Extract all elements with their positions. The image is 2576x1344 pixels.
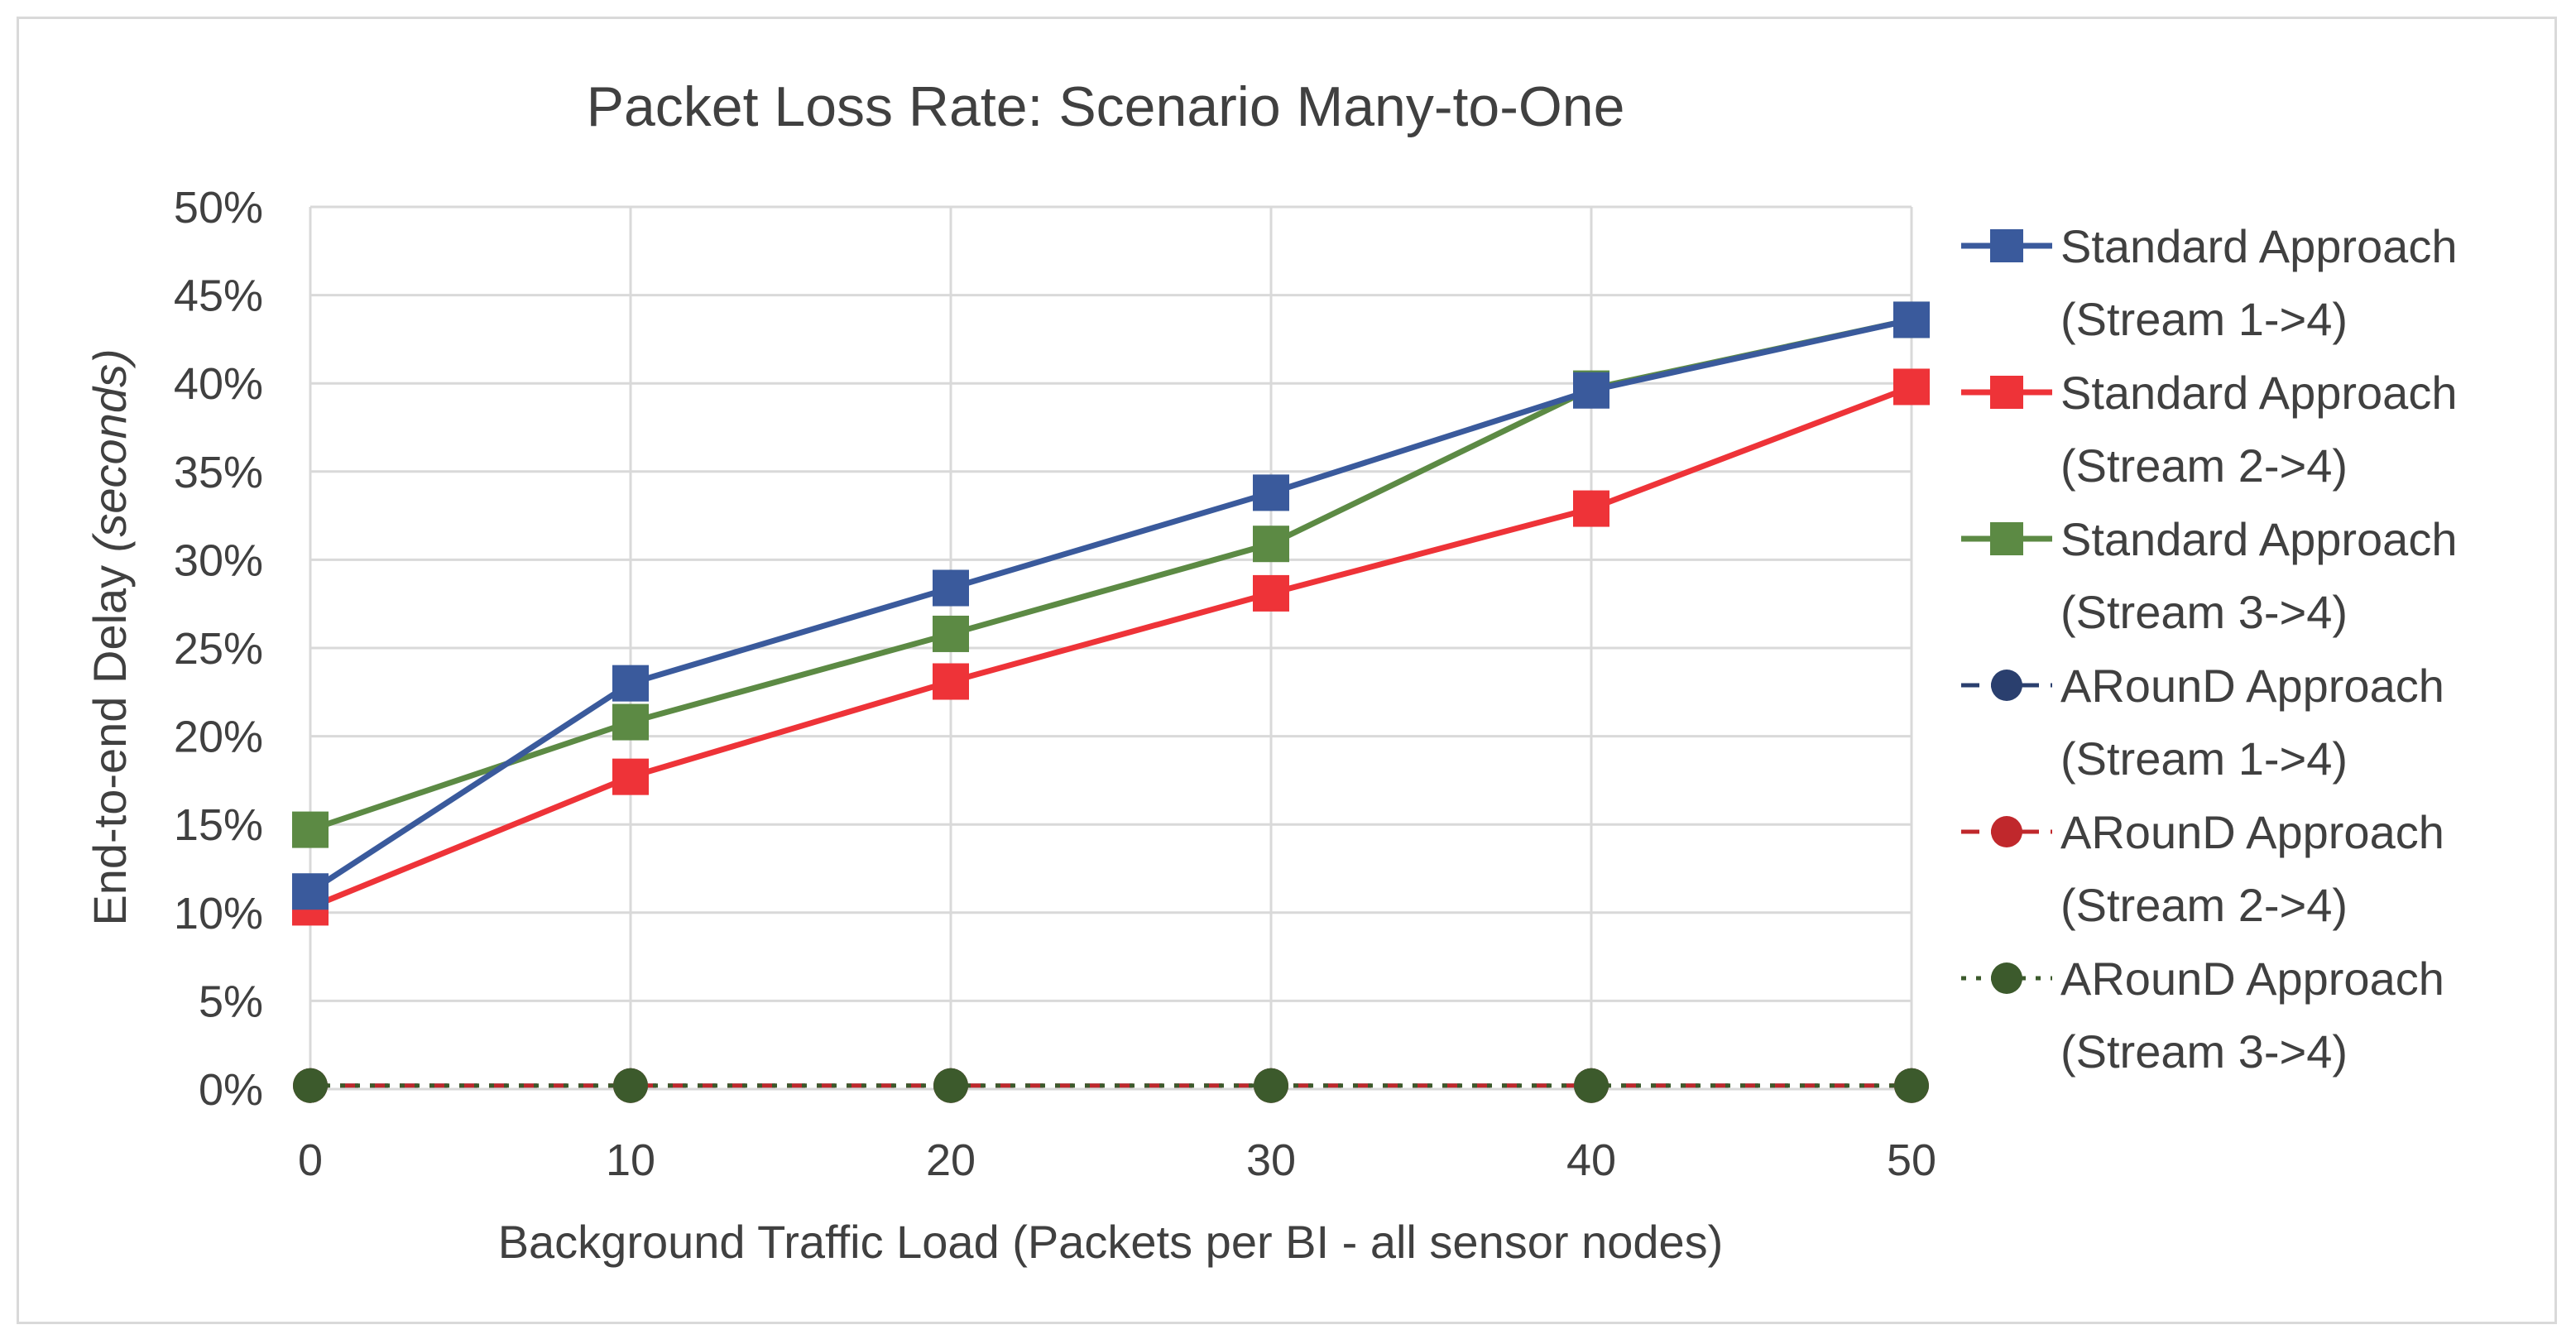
data-point (933, 663, 969, 700)
data-point (1894, 1068, 1929, 1103)
data-point (1253, 574, 1289, 612)
legend-label-line1: Standard Approach (2060, 367, 2457, 419)
y-tick-label: 10% (174, 889, 263, 938)
legend-item: Standard Approach (Stream 2->4) (1961, 367, 2457, 492)
legend-marker (1991, 816, 2022, 847)
legend-label-line2: (Stream 1->4) (2060, 732, 2348, 785)
y-axis-label: End-to-end Delay (seconds) (84, 348, 136, 925)
y-axis-label-main: End-to-end Delay (84, 552, 136, 925)
data-point (1573, 490, 1609, 527)
legend: Standard Approach(Stream 1->4)Standard A… (1961, 220, 2457, 1078)
series-line (309, 317, 1912, 833)
x-axis-ticks: 0 10 20 30 40 50 (298, 1135, 1936, 1185)
legend-item: Standard Approach (Stream 1->4) (1961, 220, 2457, 345)
legend-label-line1: ARounD Approach (2060, 806, 2444, 858)
y-tick-label: 25% (174, 624, 263, 674)
gridlines (309, 205, 1913, 1091)
y-axis-label-unit: (seconds) (84, 348, 136, 552)
data-point (292, 873, 329, 910)
legend-label-line1: ARounD Approach (2060, 660, 2444, 712)
legend-item: ARounD Approach (Stream 3->4) (1961, 953, 2444, 1078)
legend-marker (1990, 376, 2023, 409)
y-tick-label: 15% (174, 800, 263, 850)
y-tick-label: 50% (174, 183, 263, 233)
data-point (1253, 474, 1289, 511)
x-tick-label: 50 (1887, 1135, 1936, 1185)
series-line (309, 384, 1913, 910)
legend-marker (1991, 670, 2022, 701)
legend-label-line2: (Stream 2->4) (2060, 879, 2348, 931)
y-tick-label: 45% (174, 271, 263, 321)
x-tick-label: 40 (1566, 1135, 1616, 1185)
data-point (613, 1068, 648, 1103)
chart-frame (17, 17, 2557, 1324)
legend-label-line2: (Stream 2->4) (2060, 439, 2348, 492)
y-tick-label: 40% (174, 359, 263, 409)
data-point (612, 703, 649, 741)
data-point (1253, 526, 1289, 563)
series-group (292, 301, 1930, 1103)
data-point (612, 758, 649, 795)
legend-item: ARounD Approach (Stream 1->4) (1961, 660, 2444, 785)
x-tick-label: 10 (606, 1135, 655, 1185)
data-point (1573, 372, 1609, 409)
x-tick-label: 30 (1246, 1135, 1296, 1185)
legend-item: Standard Approach (Stream 3->4) (1961, 513, 2457, 638)
legend-label-line1: Standard Approach (2060, 513, 2457, 565)
data-point (1574, 1068, 1609, 1103)
data-point (933, 1068, 968, 1103)
y-tick-label: 35% (174, 448, 263, 497)
x-axis-label: Background Traffic Load (Packets per BI … (498, 1216, 1724, 1268)
chart-title: Packet Loss Rate: Scenario Many-to-One (587, 75, 1625, 138)
y-axis-ticks: 0% 5% 10% 15% 20% 25% 30% 35% 40% 45% 50% (174, 183, 263, 1115)
legend-item: ARounD Approach (Stream 2->4) (1961, 806, 2444, 931)
x-tick-label: 0 (298, 1135, 323, 1185)
y-tick-label: 30% (174, 535, 263, 585)
y-tick-label: 5% (199, 977, 263, 1026)
legend-label-line2: (Stream 3->4) (2060, 1025, 2348, 1078)
x-tick-label: 20 (926, 1135, 976, 1185)
legend-label-line1: Standard Approach (2060, 220, 2457, 272)
series-6 (293, 1068, 1929, 1103)
legend-marker (1990, 229, 2023, 262)
legend-label-line1: ARounD Approach (2060, 953, 2444, 1005)
legend-marker (1990, 522, 2023, 555)
y-tick-label: 0% (199, 1065, 263, 1115)
data-point (612, 665, 649, 702)
series-line (309, 317, 1912, 895)
series-1 (292, 301, 1930, 910)
y-tick-label: 20% (174, 713, 263, 762)
legend-label-line2: (Stream 1->4) (2060, 293, 2348, 345)
data-point (933, 569, 969, 607)
data-point (1254, 1068, 1288, 1103)
data-point (293, 1068, 328, 1103)
data-point (933, 615, 969, 652)
data-point (292, 811, 329, 848)
data-point (1893, 368, 1930, 406)
legend-label-line2: (Stream 3->4) (2060, 586, 2348, 638)
data-point (1893, 301, 1930, 338)
legend-marker (1991, 962, 2022, 994)
